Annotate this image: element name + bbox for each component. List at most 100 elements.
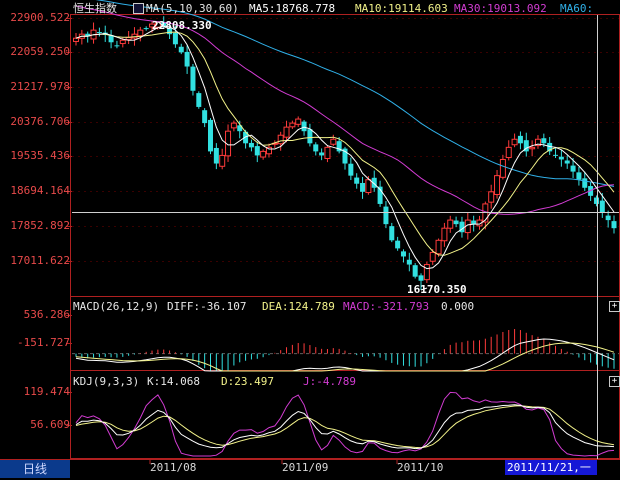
candle-body-8: [119, 39, 126, 45]
candle-body-86: [576, 172, 582, 180]
candle-body-35: [277, 134, 284, 145]
candle-body-68: [471, 220, 477, 225]
ma30-line: [75, 5, 615, 215]
candle-body-72: [494, 175, 501, 195]
kdj-j-line: [75, 391, 615, 457]
kdj-d-value: D:23.497: [221, 375, 274, 388]
candle-body-12: [143, 28, 149, 30]
y-tick-main-4: 19535.436: [10, 149, 70, 162]
y-tick-main-2: 21217.978: [10, 80, 70, 93]
candle-body-84: [564, 160, 570, 164]
low-price-label: 16170.350: [407, 283, 467, 296]
candle-body-60: [423, 264, 430, 281]
y-tick-main-5: 18694.164: [10, 184, 70, 197]
y-tick-main-0: 22900.522: [10, 11, 70, 24]
kdj-j-value: J:-4.789: [303, 375, 356, 388]
candle-body-29: [243, 131, 249, 144]
y-tick-kdj-1: 56.609: [30, 418, 70, 431]
candle-body-81: [547, 142, 553, 152]
kdj-k-line: [75, 404, 615, 450]
candle-body-39: [301, 121, 307, 132]
candle-body-82: [553, 154, 559, 156]
ma60-value: MA60:: [560, 2, 594, 15]
candle-body-63: [441, 227, 448, 242]
macd-hist-value: MACD:-321.793: [343, 300, 430, 313]
candle-body-65: [453, 220, 459, 225]
kdj-d-line: [75, 405, 615, 449]
candle-body-87: [582, 178, 588, 188]
candle-body-57: [406, 259, 412, 265]
macd-expand-button[interactable]: +: [609, 301, 620, 312]
high-price-label: 22808.330: [152, 19, 212, 32]
candle-body-55: [395, 240, 401, 249]
candle-body-51: [371, 177, 377, 188]
candle-body-59: [418, 275, 424, 281]
candle-body-36: [283, 126, 290, 138]
candle-body-78: [529, 146, 536, 150]
ma10-value: MA10:19114.603: [355, 2, 448, 15]
candle-body-75: [511, 138, 518, 146]
candle-body-10: [131, 33, 138, 39]
candle-body-43: [324, 146, 331, 159]
macd-diff-value: DIFF:-36.107: [167, 300, 247, 313]
kdj-k-value: K:14.068: [147, 375, 200, 388]
macd-dea-value: DEA:124.789: [262, 300, 335, 313]
candle-body-71: [488, 191, 495, 203]
y-tick-kdj-0: 119.474: [23, 385, 70, 398]
y-tick-macd-1: -151.727: [17, 336, 70, 349]
ma5-value: MA5:18768.778: [249, 2, 336, 15]
ma-params: MA(5,10,30,60): [146, 2, 239, 15]
candle-body-37: [289, 122, 296, 128]
candle-body-58: [412, 265, 418, 277]
candle-body-49: [360, 182, 366, 192]
candle-body-52: [377, 186, 383, 204]
candle-body-24: [213, 147, 219, 164]
candle-body-22: [202, 110, 208, 124]
candle-body-21: [196, 93, 202, 107]
candle-body-13: [149, 23, 156, 28]
candle-body-56: [400, 251, 406, 257]
kdj-expand-button[interactable]: +: [609, 376, 620, 387]
x-tick-1: 2011/09: [282, 461, 329, 474]
ma-settings-icon[interactable]: [133, 3, 144, 14]
candle-body-15: [161, 22, 167, 27]
candle-body-83: [558, 156, 564, 160]
y-tick-macd-0: 536.286: [23, 308, 70, 321]
candle-body-74: [505, 146, 512, 159]
candle-body-48: [354, 177, 360, 184]
ma5-line: [75, 25, 615, 270]
ma30-value: MA30:19013.092: [454, 2, 547, 15]
candle-body-17: [172, 32, 178, 45]
candle-body-85: [570, 165, 576, 172]
x-tick-0: 2011/08: [150, 461, 197, 474]
ma60-line: [95, 0, 615, 187]
candle-body-92: [611, 221, 617, 229]
candle-body-31: [254, 146, 260, 156]
candle-body-18: [178, 46, 184, 53]
candle-body-44: [330, 138, 337, 145]
candle-body-20: [190, 66, 196, 91]
y-tick-main-6: 17852.892: [10, 219, 70, 232]
period-tab[interactable]: 日线: [0, 460, 70, 478]
candle-body-30: [248, 142, 254, 148]
macd-diff-line: [75, 338, 615, 372]
candle-body-89: [593, 197, 599, 204]
candle-body-61: [429, 251, 436, 262]
candle-body-23: [208, 119, 213, 152]
candle-body-91: [605, 215, 611, 221]
candle-body-0: [73, 37, 79, 42]
high-marker-arrow: [157, 21, 167, 29]
candle-body-28: [237, 125, 243, 132]
x-tick-2: 2011/10: [397, 461, 444, 474]
candle-body-46: [342, 148, 348, 164]
macd-zero-value: 0.000: [441, 300, 475, 313]
candle-body-19: [184, 51, 190, 67]
ma10-line: [75, 31, 615, 256]
candle-body-73: [499, 158, 506, 178]
candle-body-2: [85, 33, 91, 37]
candle-body-80: [541, 138, 547, 144]
y-tick-main-1: 22059.250: [10, 45, 70, 58]
candle-body-76: [517, 135, 523, 144]
candle-body-6: [108, 34, 114, 43]
current-date-label: 2011/11/21,一: [505, 460, 597, 475]
